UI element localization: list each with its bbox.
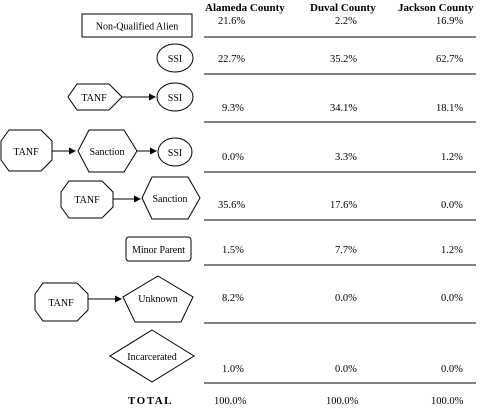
tanf-label: TANF (74, 195, 100, 206)
table-cell: 62.7% (436, 54, 464, 65)
table-cell: 35.6% (218, 200, 246, 211)
table-cell: 0.0% (335, 364, 357, 375)
table-cell: 0.0% (441, 364, 463, 375)
table-cell: 7.7% (335, 245, 357, 256)
table-cell: 1.0% (222, 364, 244, 375)
tanf-node (34, 282, 89, 322)
table-cell: 21.6% (218, 16, 246, 27)
ssi-label: SSI (168, 93, 182, 104)
sanction-node (141, 176, 201, 220)
tanf-label: TANF (48, 298, 74, 309)
table-cell: 17.6% (330, 200, 358, 211)
table-cell: 0.0% (335, 293, 357, 304)
ssi-label: SSI (168, 148, 182, 159)
tanf-node (67, 83, 123, 111)
table-cell: 1.2% (441, 152, 463, 163)
unknown-node (122, 275, 194, 323)
sanction-label: Sanction (90, 147, 125, 158)
table-cell: 9.3% (222, 103, 244, 114)
table-cell: 16.9% (436, 16, 464, 27)
column-header-jackson: Jackson County (398, 2, 474, 14)
table-cell: 35.2% (330, 54, 358, 65)
total-label: TOTAL (128, 395, 173, 407)
incarcerated-node (109, 329, 195, 383)
unknown-label: Unknown (138, 294, 177, 305)
table-cell: 1.2% (441, 245, 463, 256)
table-cell: 22.7% (218, 54, 246, 65)
ssi-label: SSI (168, 54, 182, 65)
column-header-alameda: Alameda County (205, 2, 285, 14)
ssi-node (156, 43, 194, 73)
minor-parent-label: Minor Parent (132, 245, 185, 256)
table-cell: 2.2% (335, 16, 357, 27)
table-cell: 0.0% (441, 293, 463, 304)
sanction-label: Sanction (153, 194, 188, 205)
tanf-node (60, 180, 114, 219)
total-cell: 100.0% (214, 396, 247, 407)
column-header-duval: Duval County (310, 2, 376, 14)
non-qualified-alien-box (81, 13, 193, 38)
table-cell: 1.5% (222, 245, 244, 256)
sanction-node (77, 129, 138, 173)
tanf-node (0, 129, 53, 172)
ssi-node (157, 137, 193, 167)
non-qualified-alien-label: Non-Qualified Alien (96, 22, 178, 33)
table-cell: 0.0% (441, 200, 463, 211)
incarcerated-label: Incarcerated (127, 352, 176, 363)
minor-parent-box (125, 236, 192, 262)
total-cell: 100.0% (431, 396, 464, 407)
ssi-node (156, 82, 194, 112)
table-cell: 8.2% (222, 293, 244, 304)
total-cell: 100.0% (326, 396, 359, 407)
table-cell: 0.0% (222, 152, 244, 163)
table-cell: 34.1% (330, 103, 358, 114)
table-cell: 18.1% (436, 103, 464, 114)
table-cell: 3.3% (335, 152, 357, 163)
tanf-label: TANF (81, 93, 107, 104)
tanf-label: TANF (13, 147, 39, 158)
